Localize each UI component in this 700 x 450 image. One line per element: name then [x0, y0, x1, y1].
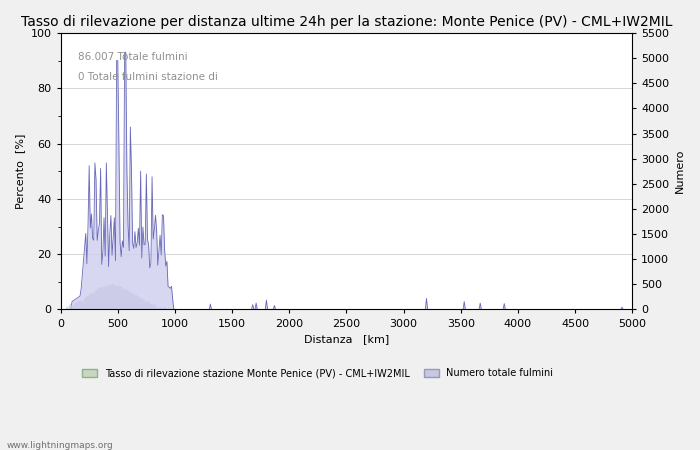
Text: 0 Totale fulmini stazione di: 0 Totale fulmini stazione di	[78, 72, 218, 81]
Text: www.lightningmaps.org: www.lightningmaps.org	[7, 441, 113, 450]
Legend: Tasso di rilevazione stazione Monte Penice (PV) - CML+IW2MIL, Numero totale fulm: Tasso di rilevazione stazione Monte Peni…	[78, 364, 557, 382]
Text: 86.007 Totale fulmini: 86.007 Totale fulmini	[78, 52, 188, 62]
Y-axis label: Percento  [%]: Percento [%]	[15, 134, 25, 209]
Y-axis label: Numero: Numero	[675, 149, 685, 194]
X-axis label: Distanza   [km]: Distanza [km]	[304, 334, 389, 344]
Title: Tasso di rilevazione per distanza ultime 24h per la stazione: Monte Penice (PV) : Tasso di rilevazione per distanza ultime…	[21, 15, 672, 29]
